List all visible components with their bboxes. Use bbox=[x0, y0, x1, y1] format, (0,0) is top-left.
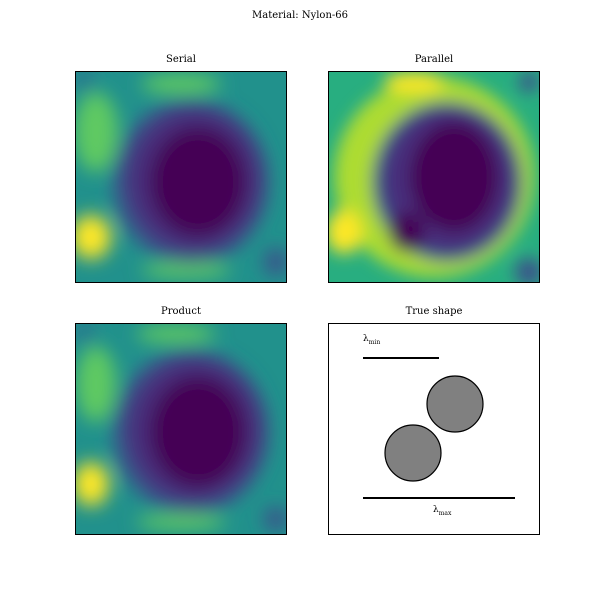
true-shape-panel: λmin λmax bbox=[328, 323, 540, 535]
serial-heatmap-svg bbox=[76, 72, 286, 282]
parallel-blob bbox=[410, 122, 498, 232]
figure-title: Material: Nylon-66 bbox=[252, 10, 348, 21]
parallel-blob bbox=[515, 258, 539, 282]
parallel-blob bbox=[329, 210, 362, 254]
product-blob bbox=[150, 376, 246, 488]
true-shape-title: True shape bbox=[405, 306, 463, 317]
parallel-title: Parallel bbox=[414, 54, 454, 65]
true-shape-svg bbox=[363, 357, 515, 499]
product-blob bbox=[76, 324, 94, 342]
serial-blob bbox=[141, 262, 231, 278]
parallel-blob bbox=[389, 212, 425, 252]
serial-blob bbox=[150, 127, 246, 237]
particle-circle bbox=[384, 424, 442, 482]
lambda-min-label: λmin bbox=[363, 334, 381, 346]
product-blob bbox=[76, 346, 116, 422]
serial-blob bbox=[264, 248, 286, 276]
serial-blob bbox=[76, 92, 118, 172]
parallel-heatmap bbox=[328, 71, 540, 283]
serial-blob bbox=[76, 215, 111, 259]
serial-blob bbox=[76, 72, 94, 90]
product-blob bbox=[264, 507, 286, 531]
parallel-heatmap-svg bbox=[329, 72, 539, 282]
product-heatmap-svg bbox=[76, 324, 286, 534]
serial-heatmap bbox=[75, 71, 287, 283]
parallel-blob bbox=[519, 72, 539, 92]
particle-circle bbox=[426, 375, 484, 433]
serial-title: Serial bbox=[166, 54, 196, 65]
product-heatmap bbox=[75, 323, 287, 535]
serial-blob bbox=[141, 74, 221, 94]
parallel-blob bbox=[384, 72, 444, 92]
product-blob bbox=[136, 325, 216, 343]
product-title: Product bbox=[161, 306, 201, 317]
product-blob bbox=[76, 462, 109, 506]
product-blob bbox=[136, 514, 226, 530]
lambda-max-label: λmax bbox=[433, 505, 452, 517]
